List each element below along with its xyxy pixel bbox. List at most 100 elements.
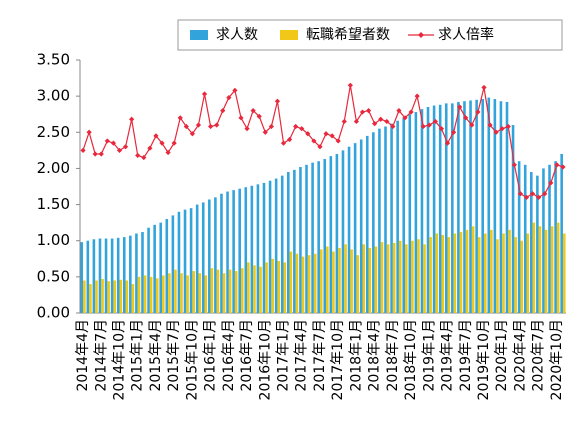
bar (465, 229, 469, 313)
bar (514, 237, 517, 313)
bar (171, 215, 175, 313)
line-marker (177, 115, 183, 121)
line-marker (341, 118, 347, 125)
bar (344, 244, 347, 313)
x-tick-label: 2019年1月 (421, 319, 437, 392)
line-marker (384, 118, 390, 125)
line-marker (171, 140, 177, 146)
bar (329, 156, 333, 313)
bar (350, 249, 353, 313)
line-marker (402, 115, 408, 121)
bar (110, 238, 114, 313)
line-marker (135, 152, 141, 159)
line-marker (517, 191, 524, 197)
bar (362, 244, 366, 313)
legend-label: 求人数 (216, 27, 258, 43)
bar (168, 273, 171, 313)
bar (374, 246, 378, 313)
legend-label: 転職希望者数 (306, 27, 390, 43)
bar (536, 175, 539, 313)
line-marker (475, 109, 481, 115)
line-marker (548, 180, 554, 186)
line-marker (353, 118, 360, 125)
x-tick-label: 2020年10月 (549, 319, 565, 400)
bar (414, 112, 418, 313)
line-marker (305, 131, 311, 137)
line-marker (408, 109, 414, 115)
legend-swatch (418, 32, 424, 38)
bar (307, 255, 311, 313)
line-marker (390, 123, 396, 130)
line-marker (280, 140, 287, 146)
x-tick-label: 2018年7月 (385, 319, 401, 392)
bar (283, 262, 287, 313)
line-marker (481, 84, 487, 91)
bar (214, 197, 217, 313)
bar (113, 280, 116, 313)
line-marker (214, 122, 220, 128)
x-tick-label: 2015年4月 (148, 319, 164, 392)
line-marker (329, 133, 335, 139)
bar (441, 234, 445, 313)
bar (129, 235, 132, 313)
line-marker (220, 108, 226, 114)
bar (411, 240, 414, 313)
bar (475, 99, 478, 313)
bar (216, 269, 220, 313)
x-tick-label: 2014年4月 (75, 319, 91, 392)
line-marker (159, 140, 165, 146)
bar (372, 132, 375, 313)
line-marker (286, 136, 293, 143)
line-marker (268, 123, 274, 130)
line-marker (554, 162, 560, 168)
line-marker (110, 140, 117, 146)
bar (299, 166, 302, 313)
bar (438, 104, 442, 314)
line-marker (165, 149, 171, 156)
bar (204, 275, 208, 313)
bar (463, 101, 466, 314)
bar (453, 233, 457, 313)
x-tick-label: 2016年1月 (203, 319, 219, 392)
bar (457, 101, 460, 313)
bar (262, 182, 266, 313)
line-marker (153, 133, 159, 139)
line-marker (396, 108, 402, 114)
x-tick-label: 2017年7月 (312, 319, 328, 392)
x-tick-label: 2015年10月 (184, 319, 200, 400)
line-marker (536, 194, 542, 200)
line-marker (414, 93, 420, 99)
line-marker (505, 123, 511, 130)
bar (496, 239, 499, 313)
bar (402, 117, 406, 313)
bar (548, 164, 551, 313)
bar (471, 226, 475, 313)
bar (149, 276, 153, 313)
bar (268, 180, 272, 313)
bar (423, 244, 426, 313)
bar (177, 211, 181, 313)
bar (250, 185, 254, 313)
bar (295, 253, 299, 313)
line-marker (365, 108, 372, 114)
line-marker (141, 154, 147, 161)
x-tick-label: 2015年1月 (130, 319, 146, 392)
bar (384, 126, 387, 313)
bar (289, 251, 293, 313)
x-tick-label: 2019年4月 (440, 319, 456, 392)
bar (143, 275, 147, 313)
line-marker (299, 126, 305, 132)
bar (189, 208, 193, 313)
line-marker (195, 122, 202, 128)
line-marker (347, 82, 353, 88)
bar (359, 139, 363, 313)
bar (556, 222, 560, 313)
line-marker (122, 144, 129, 150)
line-marker (560, 164, 566, 170)
line-marker (451, 129, 457, 135)
x-tick-label: 2020年4月 (512, 319, 528, 392)
y-tick-label: 0.00 (37, 304, 70, 322)
bar (165, 219, 169, 313)
bar (220, 193, 223, 313)
